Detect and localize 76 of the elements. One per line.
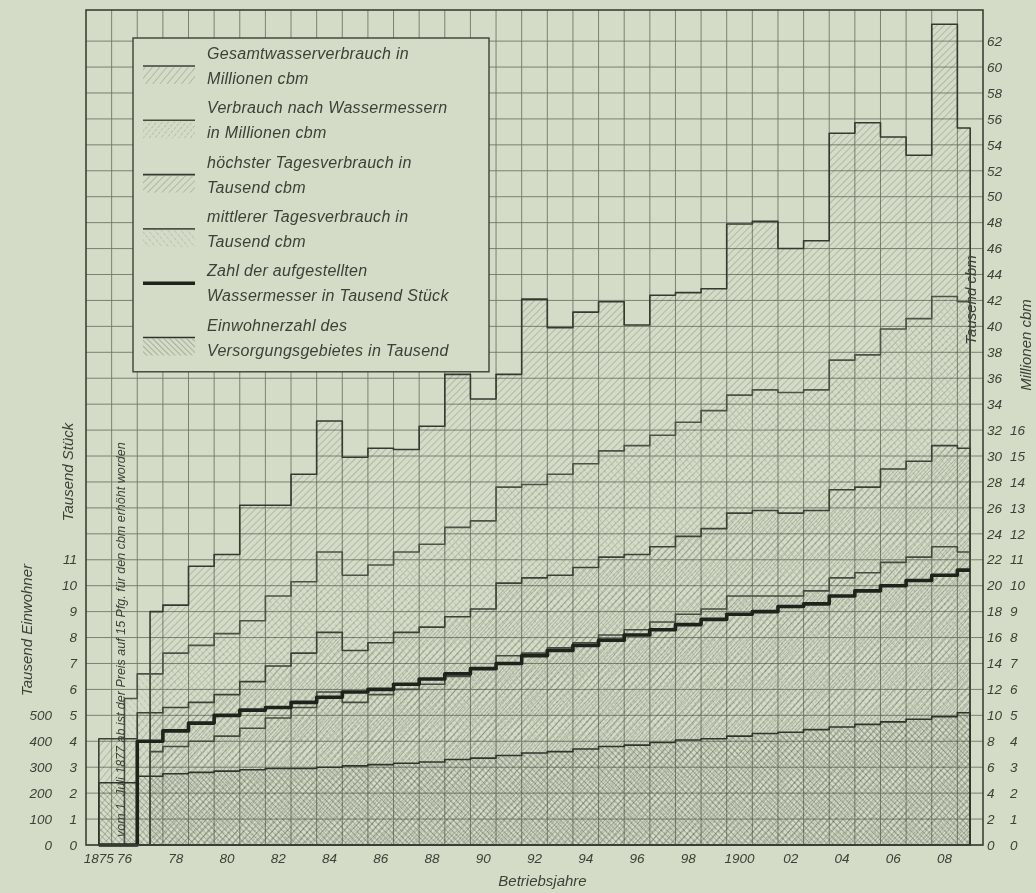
y2-tick-label: 34	[987, 396, 1003, 412]
y2-tick-label: 28 14	[986, 474, 1026, 490]
x-tick-label: 96	[629, 851, 646, 866]
y2-tick-label: 30 15	[987, 448, 1026, 464]
y-tick-label: 7	[69, 656, 78, 672]
y3-tick-label: 400	[29, 734, 53, 749]
x-axis-title: Betriebsjahre	[498, 872, 587, 889]
y2-tick-label: 54	[987, 137, 1003, 153]
y-tick-label: 2	[68, 785, 78, 801]
text: Millionen cbm	[1017, 299, 1035, 391]
y2-tick-label: 20 10	[986, 578, 1026, 594]
y2-tick-label: 56	[987, 111, 1003, 127]
y2-tick-label: 62	[987, 33, 1003, 49]
y2-tick-label: 36	[987, 370, 1003, 386]
y3-tick-label: 200	[28, 785, 53, 801]
y-tick-label: 6	[69, 682, 78, 698]
x-tick-label: 02	[783, 851, 799, 866]
y2-tick-label: 40	[987, 319, 1003, 335]
y2-tick-label: 16 8	[987, 630, 1018, 646]
y2-tick-label: 60	[987, 59, 1003, 75]
y3-tick-label: 300	[29, 759, 53, 775]
x-tick-label: 80	[219, 851, 235, 866]
y2-tick-label: 26 13	[986, 500, 1026, 516]
y2-tick-label: 14 7	[987, 656, 1018, 672]
y-tick-label: 5	[69, 708, 78, 724]
y2-tick-label: 38	[987, 345, 1003, 361]
y3-tick-label: 100	[29, 811, 53, 827]
y2-tick-label: 12 6	[987, 682, 1018, 698]
y2-tick-label: 44	[987, 267, 1003, 283]
y3-tick-label: 0	[44, 837, 53, 853]
y2-tick-label: 10 5	[987, 708, 1018, 724]
x-tick-label: 86	[373, 851, 389, 866]
x-tick-label: 88	[424, 851, 440, 866]
legend-label: Einwohnerzahl des Versorgungsgebietes in Tausend	[207, 316, 450, 359]
y-tick-label: 11	[62, 552, 77, 568]
y2-tick-label: 2 1	[986, 811, 1018, 827]
y-axis-title: Tausend Stück	[59, 421, 77, 522]
y-tick-label: 0	[69, 837, 78, 853]
x-tick-label: 1875	[83, 851, 115, 866]
y2-tick-label: 18 9	[987, 604, 1018, 620]
y2-tick-label: 24 12	[986, 526, 1026, 542]
legend-label: mittlerer Tagesverbrauch in Tausend cbm	[207, 207, 409, 250]
y2-tick-label: 32 16	[987, 422, 1026, 438]
x-tick-label: 08	[937, 851, 953, 866]
y2-tick-label: 46	[987, 241, 1003, 257]
y2-tick-label: 0 0	[987, 837, 1018, 853]
x-tick-label: 76	[116, 851, 133, 866]
y2-tick-label: 42	[987, 293, 1003, 309]
x-tick-label: 92	[526, 851, 543, 866]
x-tick-label: 90	[475, 851, 492, 866]
y2-tick-label: 22 11	[986, 552, 1025, 568]
y2-tick-label: 8 4	[987, 734, 1018, 749]
legend-label: Gesamtwasserverbrauch in Millionen cbm	[207, 45, 409, 87]
x-tick-label: 78	[168, 851, 184, 866]
y2-tick-label: 4 2	[987, 785, 1018, 801]
y2-tick-label: 6 3	[987, 759, 1018, 775]
x-tick-label: 1900	[724, 851, 756, 866]
y2-tick-label: 52	[987, 163, 1003, 179]
x-tick-label: 94	[578, 851, 594, 866]
y-tick-label: 4	[69, 734, 77, 749]
y2-tick-label: 50	[987, 189, 1003, 205]
y-tick-label: 8	[69, 630, 78, 646]
x-tick-label: 04	[834, 851, 850, 866]
y-tick-label: 10	[61, 578, 78, 594]
y3-tick-label: 500	[29, 708, 53, 724]
y-tick-label: 1	[69, 811, 77, 827]
y-tick-label: 9	[69, 604, 78, 620]
x-tick-label: 98	[680, 851, 697, 866]
x-tick-label: 82	[270, 851, 287, 866]
y-tick-label: 3	[69, 759, 78, 775]
x-tick-label: 06	[885, 851, 902, 866]
x-tick-label: 84	[321, 851, 337, 866]
y2-tick-label: 58	[987, 85, 1003, 101]
y2-tick-label: 48	[987, 215, 1003, 231]
legend-label: Zahl der aufgestellten Wassermesser in Tausend Stück	[206, 262, 450, 305]
y3-axis-title: Tausend Einwohner	[18, 562, 36, 697]
